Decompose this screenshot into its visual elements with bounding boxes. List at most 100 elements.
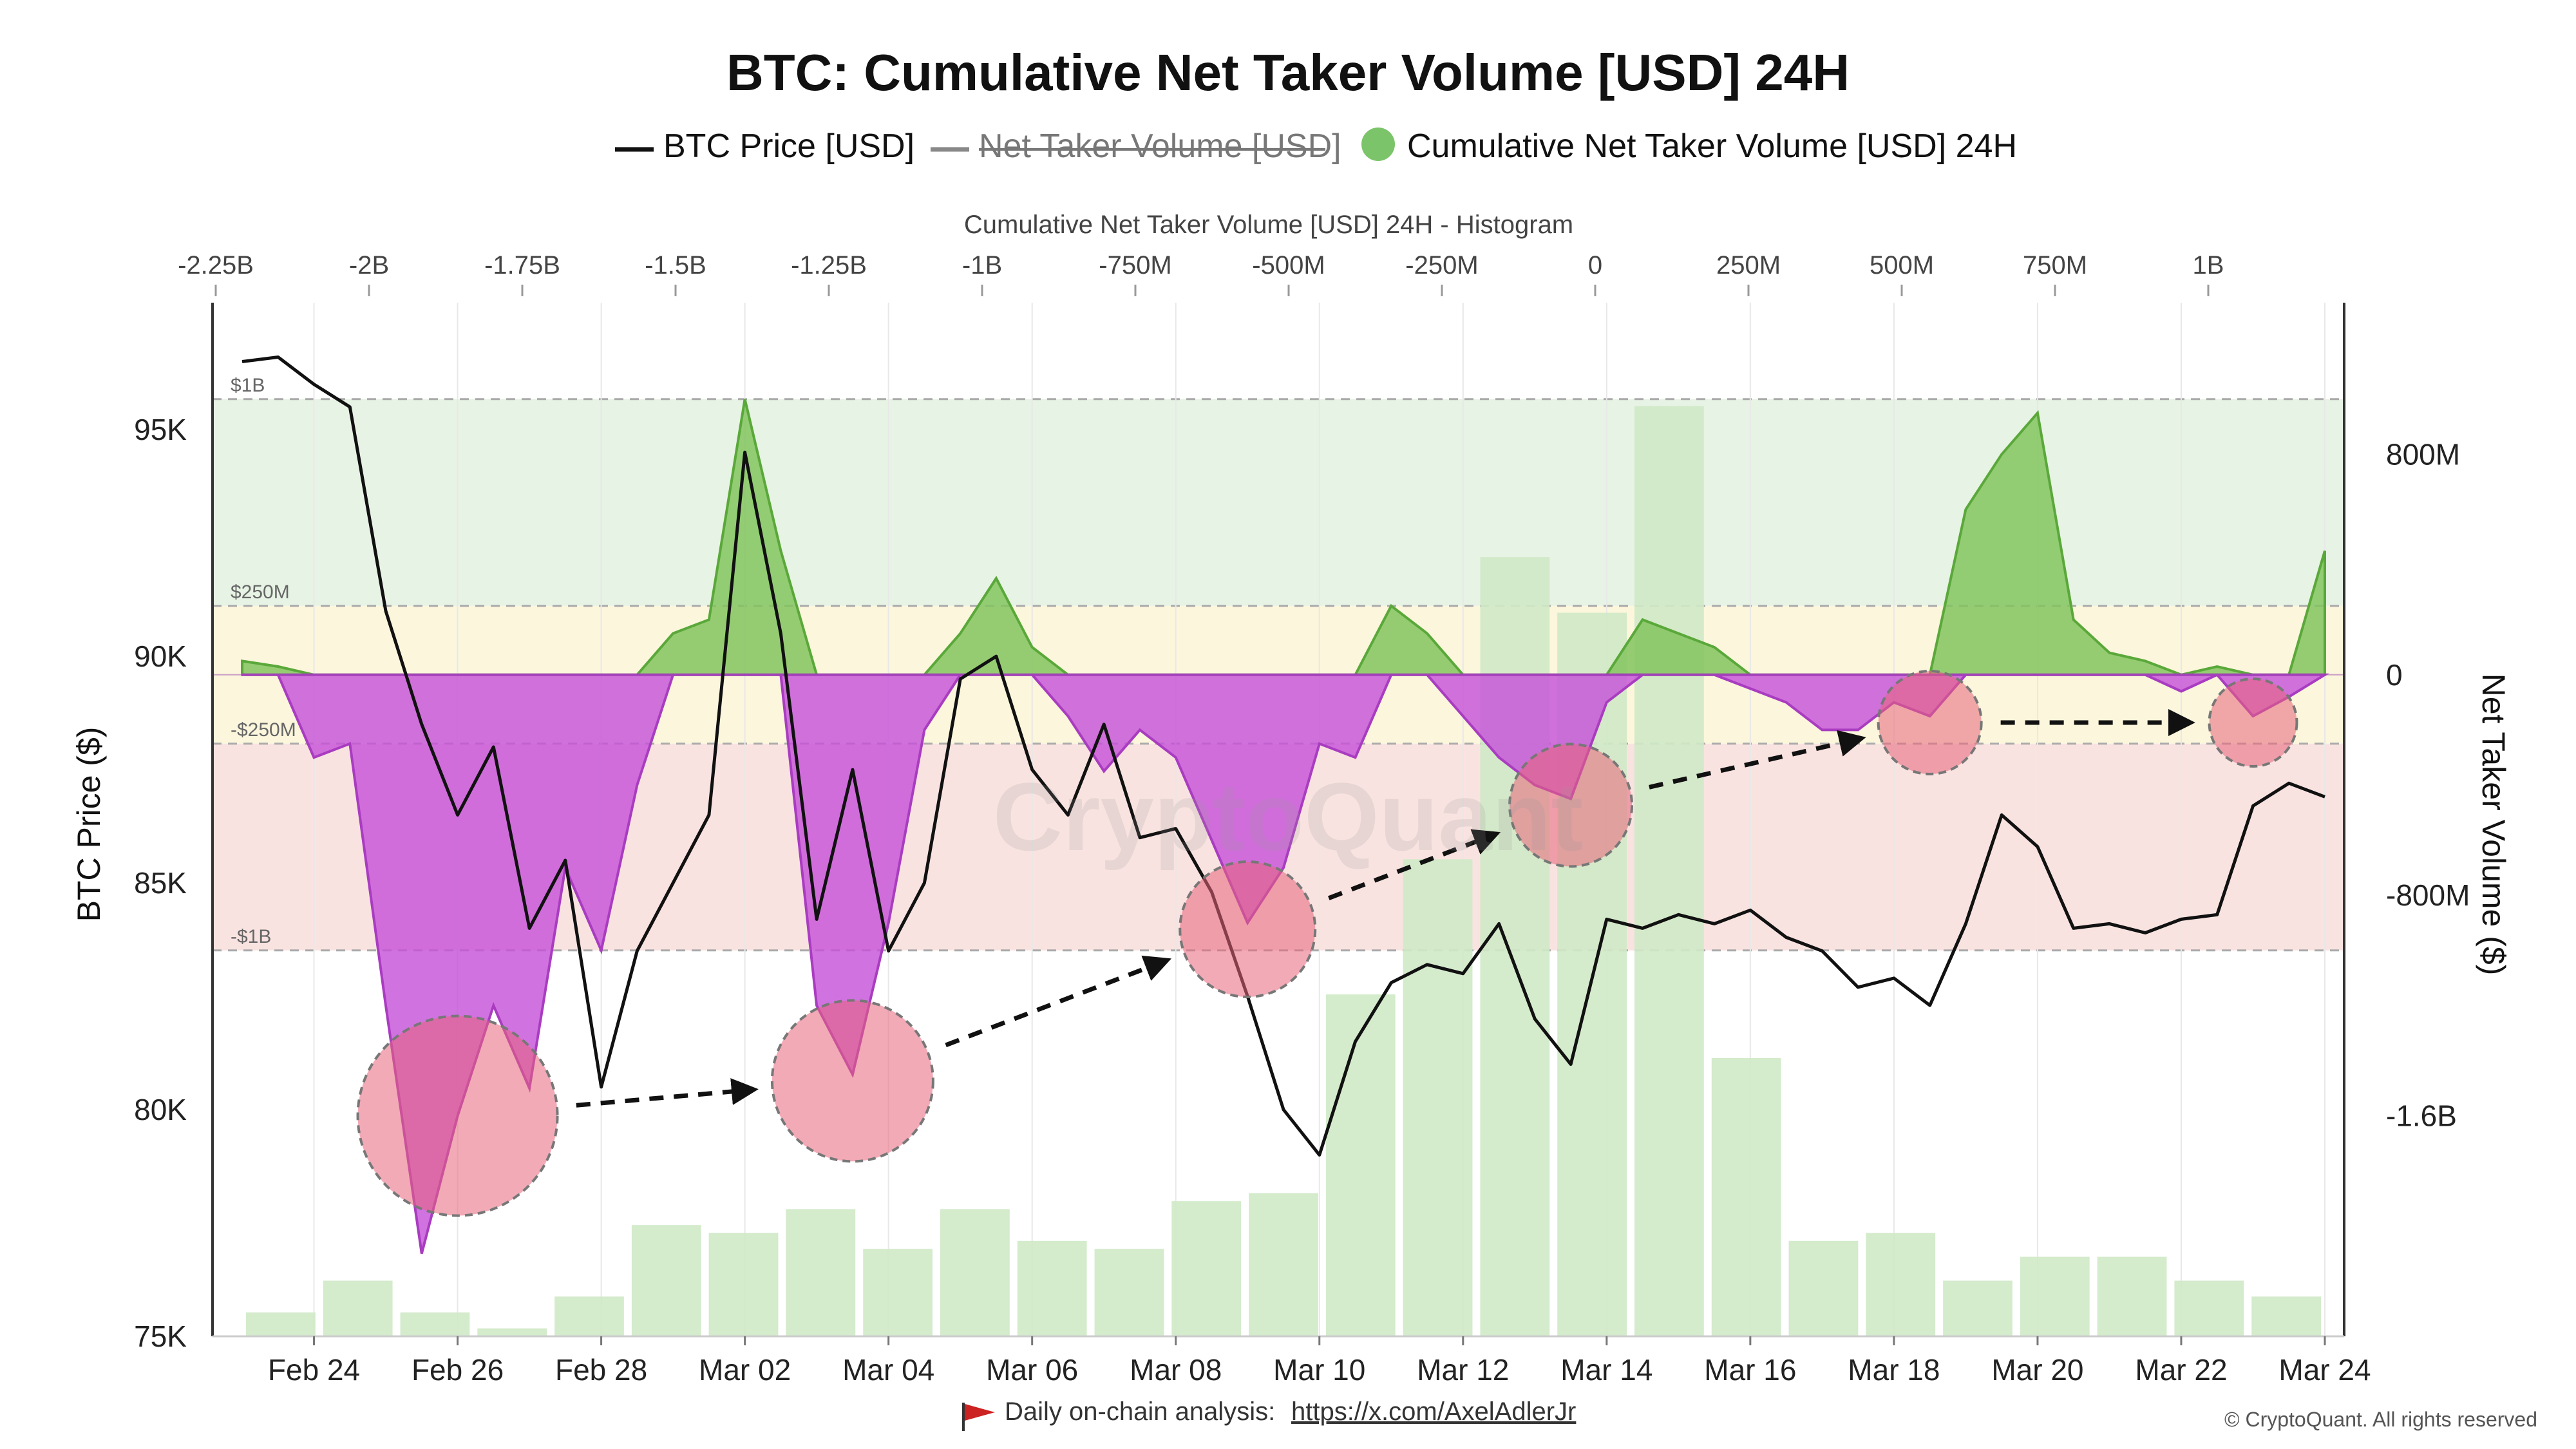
- x-tick-label: Mar 02: [699, 1353, 791, 1387]
- trend-arrow: [576, 1078, 759, 1108]
- x-tick-label: Mar 08: [1130, 1353, 1222, 1387]
- net-taker-area-layer: [213, 399, 2344, 1255]
- x-tick-label: Mar 16: [1704, 1353, 1796, 1387]
- histogram-bar: [863, 1249, 933, 1336]
- histogram-bar: [323, 1280, 393, 1336]
- annotation-circle: [1508, 743, 1634, 868]
- top-tick-label: -1.5B: [645, 251, 706, 279]
- top-tick-label: -1.75B: [484, 251, 560, 279]
- annotation-circle: [1179, 860, 1317, 998]
- annotation-circle: [2208, 677, 2298, 768]
- top-tick-label: -250M: [1405, 251, 1478, 279]
- histogram-bar: [1249, 1193, 1318, 1336]
- top-tick-label: -1B: [962, 251, 1002, 279]
- legend: BTC Price [USD] Net Taker Volume [USD] C…: [615, 128, 2017, 165]
- histogram-bar: [1711, 1057, 1781, 1336]
- band-label: $250M: [231, 582, 290, 603]
- histogram-bar: [1403, 859, 1473, 1336]
- histogram-bar: [708, 1233, 779, 1336]
- x-tick-label: Mar 06: [986, 1353, 1078, 1387]
- histogram-bar: [2251, 1296, 2321, 1336]
- histogram-bar: [1634, 406, 1704, 1336]
- histogram-bar: [477, 1328, 547, 1336]
- histogram-bar: [786, 1209, 856, 1336]
- y-right-tick-label: 0: [2386, 658, 2403, 692]
- top-tick-label: 750M: [2023, 251, 2087, 279]
- histogram-bar: [1866, 1233, 1936, 1336]
- y-left-tick-label: 90K: [134, 639, 187, 673]
- legend-item-btc-price[interactable]: BTC Price [USD]: [615, 128, 914, 165]
- y-right-tick-label: -1.6B: [2386, 1099, 2457, 1133]
- copyright: © CryptoQuant. All rights reserved: [2224, 1408, 2537, 1431]
- band-label: $1B: [231, 375, 265, 396]
- footer-link[interactable]: https://x.com/AxelAdlerJr: [1291, 1397, 1576, 1426]
- annotation-circle: [770, 999, 934, 1163]
- legend-label-cumulative: Cumulative Net Taker Volume [USD] 24H: [1407, 128, 2017, 165]
- annotation-circle: [1877, 670, 1983, 775]
- band-label: -$1B: [231, 926, 271, 947]
- x-tick-label: Mar 24: [2278, 1353, 2371, 1387]
- trend-arrow: [1649, 730, 1866, 790]
- btc-price-line: [242, 355, 2325, 1157]
- top-tick-label: -2.25B: [178, 251, 254, 279]
- watermark: CryptoQuant: [993, 762, 1584, 871]
- top-tick-label: -2B: [349, 251, 389, 279]
- top-tick-label: 250M: [1716, 251, 1781, 279]
- footer: Daily on-chain analysis: https://x.com/A…: [962, 1397, 2537, 1431]
- chart-title: BTC: Cumulative Net Taker Volume [USD] 2…: [726, 44, 1850, 101]
- histogram-bar: [2174, 1280, 2244, 1336]
- histogram-bar: [1325, 994, 1396, 1336]
- top-tick-label: 0: [1588, 251, 1602, 279]
- histogram-bar: [2097, 1256, 2167, 1336]
- x-tick-label: Mar 04: [842, 1353, 934, 1387]
- legend-dot-cumulative: [1361, 128, 1395, 161]
- legend-item-cumulative[interactable]: Cumulative Net Taker Volume [USD] 24H: [1361, 128, 2017, 165]
- histogram-bar: [1017, 1240, 1087, 1336]
- legend-label-btc-price: BTC Price [USD]: [663, 128, 914, 165]
- trend-arrow: [945, 955, 1172, 1048]
- right-axis-title: Net Taker Volume ($): [2476, 674, 2512, 976]
- annotation-layer: [356, 670, 2298, 1217]
- footer-text: Daily on-chain analysis:: [1005, 1397, 1275, 1426]
- x-tick-label: Feb 24: [268, 1353, 360, 1387]
- price-layer: [242, 355, 2325, 1157]
- x-tick-label: Mar 18: [1848, 1353, 1940, 1387]
- top-tick-label: -1.25B: [791, 251, 867, 279]
- y-right-tick-label: 800M: [2386, 437, 2460, 471]
- x-tick-label: Mar 12: [1417, 1353, 1509, 1387]
- x-tick-label: Feb 26: [412, 1353, 504, 1387]
- histogram-bar: [1788, 1240, 1859, 1336]
- y-left-tick-label: 95K: [134, 413, 187, 446]
- legend-item-net-taker-volume[interactable]: Net Taker Volume [USD]: [931, 128, 1341, 165]
- histogram-bar: [631, 1225, 701, 1336]
- annotation-circle: [356, 1014, 559, 1217]
- trend-arrow: [1328, 829, 1501, 900]
- legend-label-net-taker-volume: Net Taker Volume [USD]: [979, 128, 1341, 165]
- histogram-bar: [400, 1312, 470, 1336]
- y-left-tick-label: 80K: [134, 1093, 187, 1126]
- top-axis-title: Cumulative Net Taker Volume [USD] 24H - …: [964, 211, 1573, 239]
- top-tick-label: 1B: [2193, 251, 2224, 279]
- histogram-layer: [246, 406, 2321, 1336]
- flag-icon: [962, 1403, 995, 1431]
- y-left-tick-label: 75K: [134, 1320, 187, 1353]
- histogram-bar: [1171, 1201, 1242, 1336]
- axes-layer: Feb 24 Feb 26 Feb 28 Mar 02 Mar 04 Mar 06 Mar …: [134, 251, 2470, 1387]
- histogram-bar: [2020, 1256, 2090, 1336]
- top-tick-label: -500M: [1252, 251, 1325, 279]
- x-tick-label: Mar 14: [1560, 1353, 1653, 1387]
- y-right-tick-label: -800M: [2386, 878, 2470, 912]
- left-axis-title: BTC Price ($): [71, 727, 107, 922]
- histogram-bar: [554, 1296, 624, 1336]
- histogram-bar: [246, 1312, 316, 1336]
- band-label: -$250M: [231, 719, 296, 741]
- top-tick-label: -750M: [1099, 251, 1171, 279]
- histogram-bar: [940, 1209, 1010, 1336]
- x-tick-label: Feb 28: [555, 1353, 647, 1387]
- histogram-bar: [1094, 1249, 1164, 1336]
- x-tick-label: Mar 10: [1273, 1353, 1365, 1387]
- x-tick-label: Mar 20: [1991, 1353, 2083, 1387]
- top-tick-label: 500M: [1870, 251, 1934, 279]
- histogram-bar: [1943, 1280, 2012, 1336]
